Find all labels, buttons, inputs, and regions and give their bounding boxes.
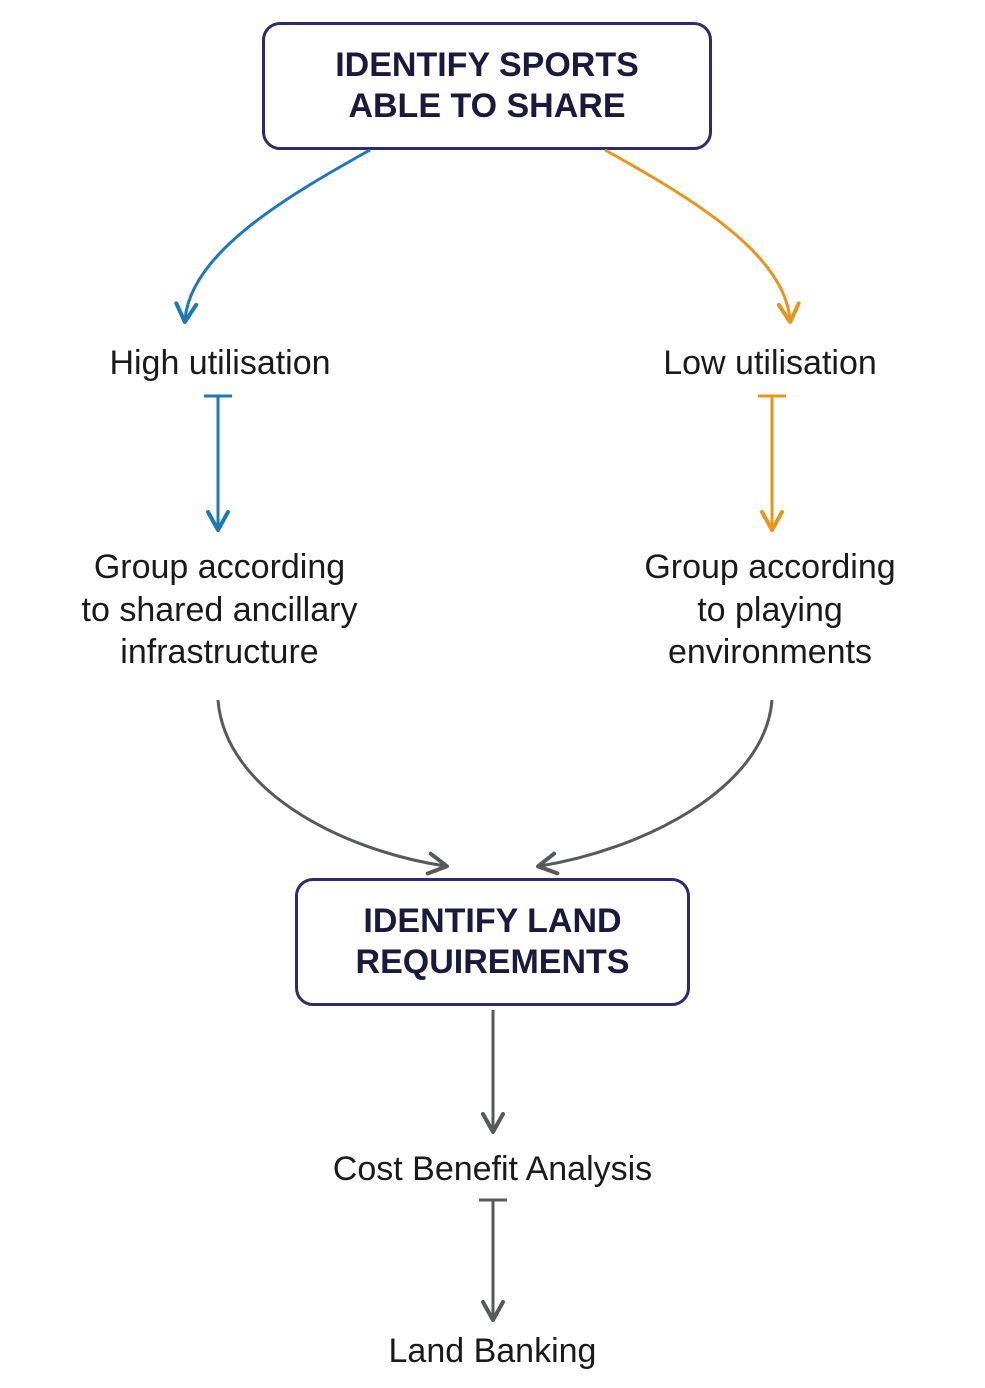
node-identify-land: IDENTIFY LAND REQUIREMENTS bbox=[295, 878, 690, 1006]
node-identify-sports: IDENTIFY SPORTS ABLE TO SHARE bbox=[262, 22, 712, 150]
node-identify-sports-line2: ABLE TO SHARE bbox=[348, 86, 625, 127]
node-land-banking-text: Land Banking bbox=[389, 1332, 597, 1370]
node-cba: Cost Benefit Analysis bbox=[270, 1148, 715, 1191]
edge-left-to-land bbox=[218, 700, 445, 866]
node-land-banking: Land Banking bbox=[340, 1330, 645, 1373]
node-low-utilisation: Low utilisation bbox=[605, 342, 935, 385]
node-high-utilisation-text: High utilisation bbox=[109, 344, 330, 382]
node-group-playing-l2: to playing bbox=[697, 591, 843, 629]
edge-right-to-land bbox=[540, 700, 772, 866]
node-high-utilisation: High utilisation bbox=[50, 342, 390, 385]
node-group-ancillary-l1: Group according bbox=[94, 548, 345, 586]
node-group-ancillary: Group according to shared ancillary infr… bbox=[22, 546, 417, 674]
node-group-playing: Group according to playing environments bbox=[580, 546, 960, 674]
edge-top-to-right bbox=[605, 150, 790, 320]
node-group-playing-l3: environments bbox=[668, 633, 872, 671]
node-group-ancillary-l2: to shared ancillary bbox=[82, 591, 358, 629]
node-low-utilisation-text: Low utilisation bbox=[663, 344, 877, 382]
node-group-ancillary-l3: infrastructure bbox=[120, 633, 318, 671]
node-identify-land-l2: REQUIREMENTS bbox=[356, 942, 630, 983]
edge-top-to-left bbox=[185, 150, 370, 320]
node-group-playing-l1: Group according bbox=[644, 548, 895, 586]
node-identify-sports-line1: IDENTIFY SPORTS bbox=[335, 45, 639, 86]
node-cba-text: Cost Benefit Analysis bbox=[333, 1150, 652, 1188]
node-identify-land-l1: IDENTIFY LAND bbox=[363, 901, 621, 942]
